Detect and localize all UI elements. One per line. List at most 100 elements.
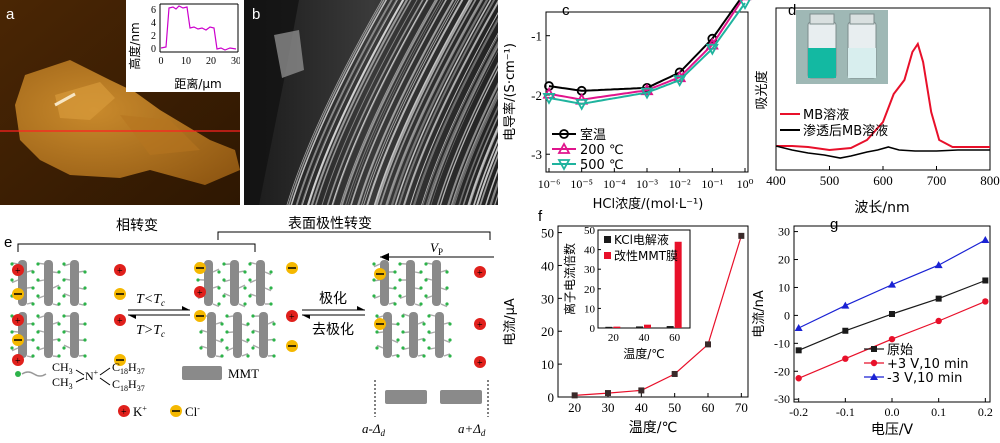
inset-legend-label: 改性MMT膜 xyxy=(614,249,678,263)
mmt-rod xyxy=(70,260,79,306)
schematic-legend: CH3 CH3 N+ C18H37 C18H37 MMT + K+ Cl- xyxy=(15,360,259,419)
legend-mmt-label: MMT xyxy=(228,366,259,381)
svg-text:N+: N+ xyxy=(85,368,99,383)
xtick-label: 400 xyxy=(766,173,786,188)
ytick-label: 50 xyxy=(541,226,554,241)
inset-legend-swatch xyxy=(604,236,611,243)
inset-bar xyxy=(644,325,651,328)
xtick-label: 30 xyxy=(602,400,615,415)
mmt-rod xyxy=(44,260,53,306)
panel-letter-d: d xyxy=(788,2,796,19)
inset-bar xyxy=(667,326,674,328)
svg-text:+: + xyxy=(15,356,21,367)
mmt-rod xyxy=(233,312,242,358)
ytick-label: -1 xyxy=(531,29,542,44)
inset-ytick: 6 xyxy=(151,5,156,16)
label-delta-left: a-Δ xyxy=(362,421,381,436)
inset-ytick: 0 xyxy=(590,323,596,335)
panel-letter-a: a xyxy=(6,6,14,23)
xtick-label: 800 xyxy=(980,173,1000,188)
svg-text:+: + xyxy=(289,312,295,323)
panel-letter-g: g xyxy=(830,216,838,233)
mmt-rod xyxy=(406,260,415,306)
svg-text:+: + xyxy=(15,316,21,327)
inset-ytick: 30 xyxy=(584,264,596,276)
data-point xyxy=(982,277,988,283)
inset-xtick: 60 xyxy=(669,332,681,344)
mmt-rod xyxy=(432,260,441,306)
x-axis-label: 温度/℃ xyxy=(629,420,677,436)
mmt-rod xyxy=(380,260,389,306)
vp-arrow: VP xyxy=(380,240,494,261)
ytick-label: 10 xyxy=(541,357,554,372)
xtick-label: 10⁻⁵ xyxy=(570,177,593,191)
ytick-label: 20 xyxy=(778,253,790,267)
ytick-label: 40 xyxy=(541,258,554,273)
legend-label: +3 V,10 min xyxy=(887,357,969,372)
label-polarize: 极化 xyxy=(319,291,347,307)
legend-label: 室温 xyxy=(580,127,606,143)
inset-xlabel: 温度/℃ xyxy=(623,346,665,361)
inset-bar xyxy=(613,327,620,328)
svg-text:+: + xyxy=(197,288,203,299)
xtick-label: 10⁻⁶ xyxy=(538,177,561,191)
svg-text:Cl-: Cl- xyxy=(185,404,200,419)
bracket-surface xyxy=(218,232,490,240)
legend-label: 500 ℃ xyxy=(580,158,624,173)
svg-text:T<Tc: T<Tc xyxy=(136,292,165,308)
ytick-label: -30 xyxy=(774,392,790,406)
svg-text:+: + xyxy=(477,320,483,331)
svg-text:+: + xyxy=(15,266,21,277)
panel-letter-c: c xyxy=(562,2,570,19)
legend-label: MB溶液 xyxy=(803,108,849,123)
svg-text:K+: K+ xyxy=(133,404,147,419)
inset-xtick: 40 xyxy=(639,332,651,344)
xtick-label: -0.1 xyxy=(836,405,855,419)
ytick-label: 0 xyxy=(548,390,555,405)
panel-b: b xyxy=(244,0,498,205)
inset-xtick: 0 xyxy=(159,56,164,67)
ytick-label: -20 xyxy=(774,364,790,378)
inset-legend-swatch xyxy=(604,252,611,259)
x-axis-label: HCl浓度/(mol·L⁻¹) xyxy=(593,196,704,212)
data-point xyxy=(795,375,801,381)
xtick-label: 70 xyxy=(735,400,748,415)
xtick-label: 500 xyxy=(820,173,840,188)
xtick-label: 0.1 xyxy=(931,405,946,419)
legend-marker xyxy=(871,360,877,366)
svg-text:C18H37: C18H37 xyxy=(112,377,145,393)
svg-text:+: + xyxy=(117,316,123,327)
inset-xtick: 30 xyxy=(231,56,240,67)
label-phase-transition: 相转变 xyxy=(116,218,158,234)
label-depolarize: 去极化 xyxy=(312,322,354,338)
svg-text:a+Δd: a+Δd xyxy=(458,421,486,438)
label-t-gt: T>T xyxy=(136,323,162,338)
inset-ytick: 10 xyxy=(584,303,596,315)
data-point xyxy=(638,387,644,393)
inset-xtick: 20 xyxy=(608,332,620,344)
inset-ytick: 40 xyxy=(584,245,596,257)
inset-bar xyxy=(636,326,643,328)
panel-letter-e: e xyxy=(4,234,12,251)
schematic-diagram: 相转变 表面极性转变 ++++++++++ T<Tc T>Tc 极化 去极化 V… xyxy=(0,212,510,438)
data-point xyxy=(936,296,942,302)
data-point xyxy=(935,261,943,268)
ytick-label: 30 xyxy=(541,291,554,306)
series-2 xyxy=(544,0,750,109)
panel-e: 相转变 表面极性转变 ++++++++++ T<Tc T>Tc 极化 去极化 V… xyxy=(0,212,510,438)
data-point xyxy=(572,392,578,398)
inset-legend-label: KCl电解液 xyxy=(614,232,669,247)
legend-label: 200 ℃ xyxy=(580,143,624,158)
svg-text:+: + xyxy=(117,266,123,277)
inset-ylabel: 高度/nm xyxy=(127,22,142,69)
height-profile-line xyxy=(161,6,236,50)
data-point xyxy=(981,236,989,243)
data-point xyxy=(672,371,678,377)
legend-label: 渗透后MB溶液 xyxy=(803,124,888,139)
